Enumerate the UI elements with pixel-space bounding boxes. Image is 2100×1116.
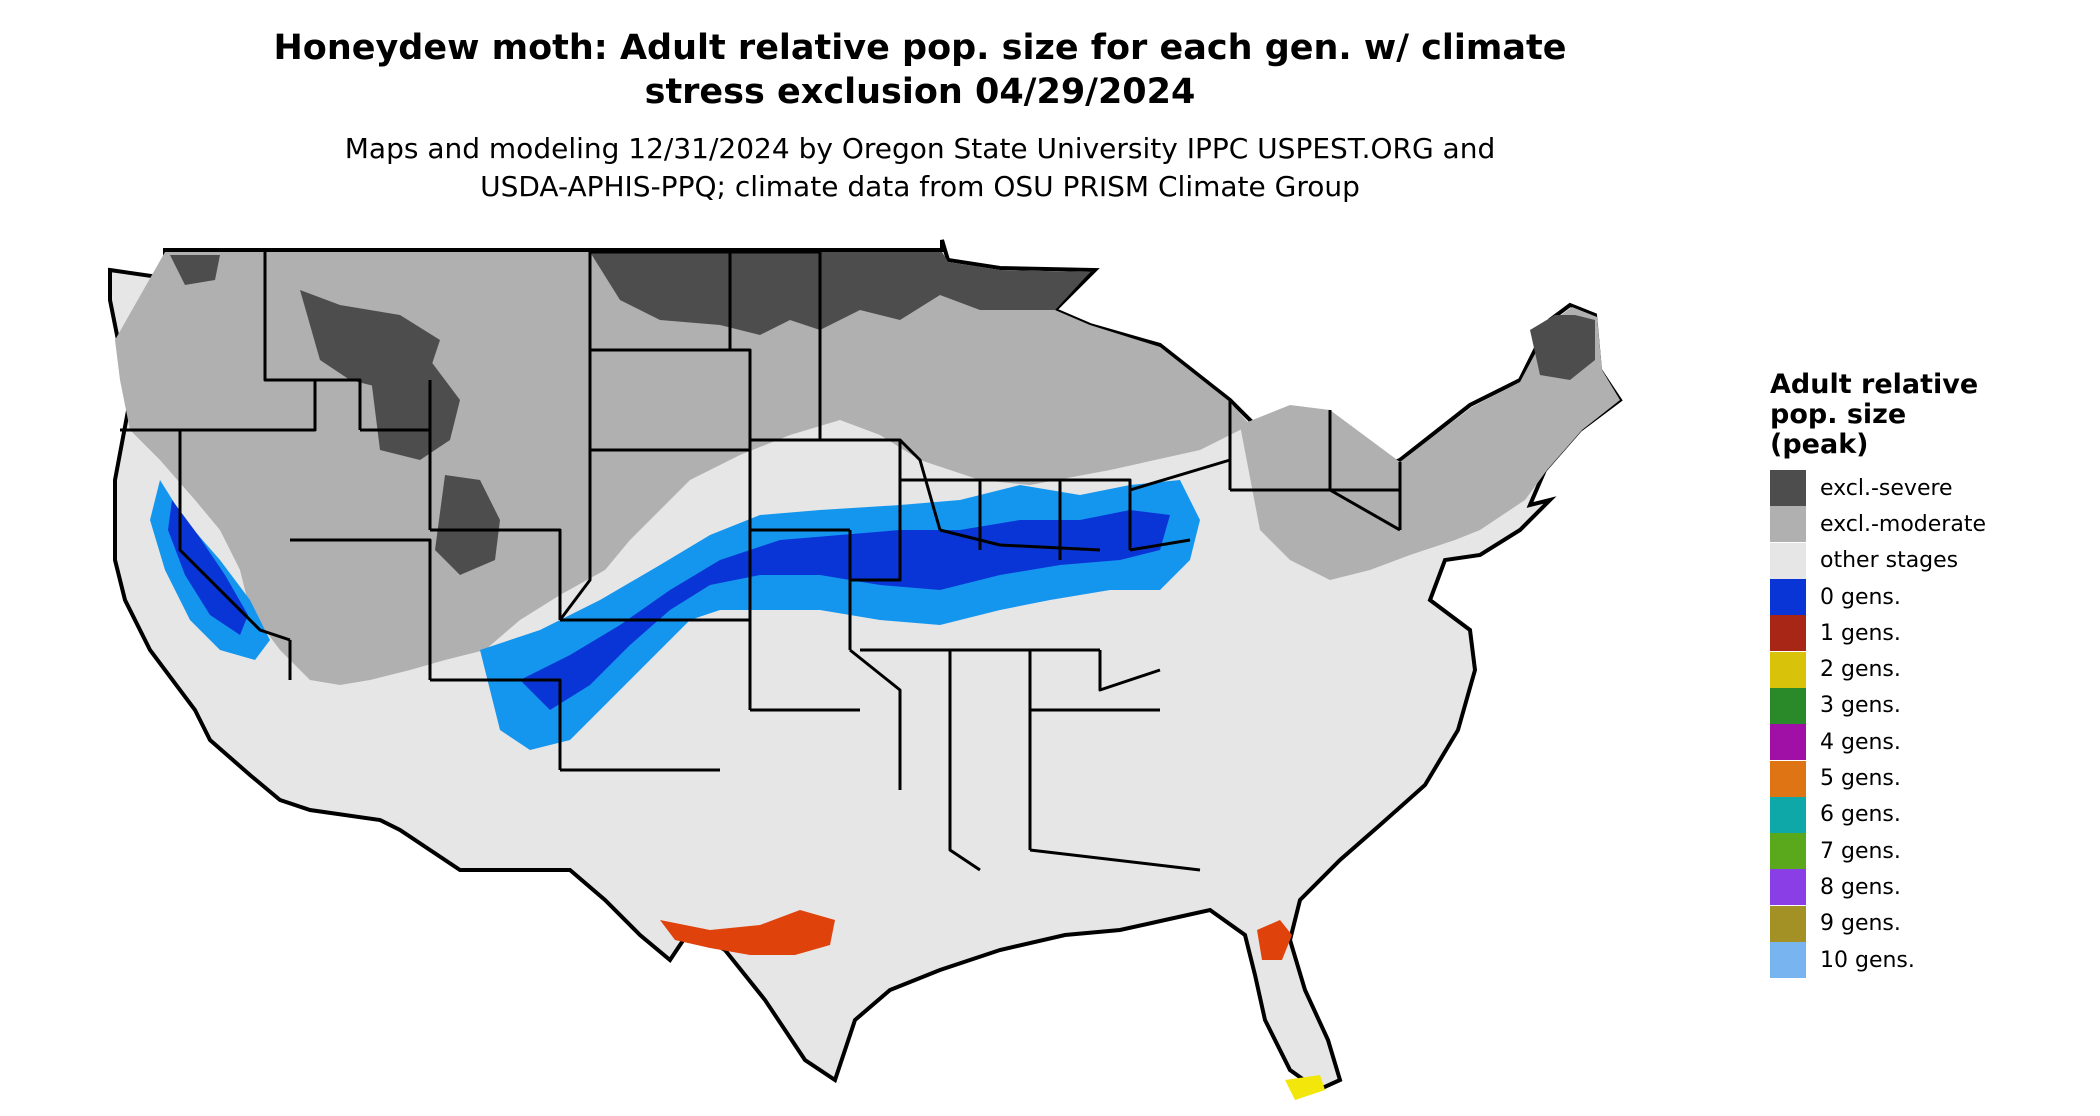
legend-items: excl.-severe excl.-moderate other stages 0 …	[1770, 470, 2070, 978]
legend-label: 6 gens.	[1820, 802, 1901, 828]
legend-swatch	[1770, 869, 1806, 906]
excl-severe-washington	[170, 255, 220, 285]
legend-item: 3 gens.	[1770, 687, 2070, 724]
legend-swatch	[1770, 651, 1806, 688]
legend-label: 5 gens.	[1820, 766, 1901, 792]
legend-swatch	[1770, 905, 1806, 942]
legend-item: other stages	[1770, 542, 2070, 579]
legend-item: excl.-moderate	[1770, 506, 2070, 543]
gen-red-texas	[660, 910, 835, 955]
legend-swatch	[1770, 724, 1806, 761]
legend-item: 4 gens.	[1770, 724, 2070, 761]
legend-label: 0 gens.	[1820, 584, 1901, 610]
legend-item: 0 gens.	[1770, 579, 2070, 616]
excl-severe-north	[590, 252, 1090, 335]
map-title: Honeydew moth: Adult relative pop. size …	[120, 26, 1720, 114]
legend-swatch	[1770, 579, 1806, 616]
legend-swatch	[1770, 796, 1806, 833]
legend-swatch	[1770, 615, 1806, 652]
legend-item: 7 gens.	[1770, 833, 2070, 870]
legend-item: 2 gens.	[1770, 651, 2070, 688]
legend-swatch	[1770, 506, 1806, 543]
legend-title: Adult relative pop. size (peak)	[1770, 370, 2070, 460]
excl-severe-maine	[1530, 315, 1595, 380]
legend-item: 9 gens.	[1770, 905, 2070, 942]
map-subtitle: Maps and modeling 12/31/2024 by Oregon S…	[120, 130, 1720, 206]
legend-swatch	[1770, 833, 1806, 870]
legend-item: 1 gens.	[1770, 615, 2070, 652]
excl-severe-wyoming	[370, 360, 460, 460]
subtitle-line-2: USDA-APHIS-PPQ; climate data from OSU PR…	[480, 170, 1360, 203]
legend-title-line-2: pop. size	[1770, 399, 1907, 430]
legend-label: 3 gens.	[1820, 693, 1901, 719]
us-map	[108, 239, 1623, 1100]
legend-label: 7 gens.	[1820, 838, 1901, 864]
state-borders	[120, 250, 1402, 872]
gen-yellow-keys	[1285, 1075, 1325, 1100]
legend-swatch	[1770, 942, 1806, 978]
excl-severe-colorado	[435, 475, 500, 575]
excl-moderate-northeast	[1240, 307, 1620, 580]
legend-label: excl.-severe	[1820, 475, 1953, 501]
legend-label: 1 gens.	[1820, 620, 1901, 646]
title-line-1: Honeydew moth: Adult relative pop. size …	[273, 28, 1567, 68]
legend-label: 8 gens.	[1820, 874, 1901, 900]
subtitle-line-1: Maps and modeling 12/31/2024 by Oregon S…	[344, 132, 1496, 165]
legend-label: 4 gens.	[1820, 729, 1901, 755]
title-line-2: stress exclusion 04/29/2024	[644, 72, 1196, 112]
gen-red-florida	[1257, 920, 1292, 960]
legend-item: excl.-severe	[1770, 470, 2070, 507]
legend-swatch	[1770, 687, 1806, 724]
legend-title-line-1: Adult relative	[1770, 369, 1979, 400]
zero-gen-dark-band	[520, 510, 1170, 710]
legend-swatch	[1770, 542, 1806, 579]
legend-item: 6 gens.	[1770, 796, 2070, 833]
legend-label: 9 gens.	[1820, 911, 1901, 937]
legend-label: 2 gens.	[1820, 657, 1901, 683]
legend-label: other stages	[1820, 548, 1959, 574]
legend-label: 10 gens.	[1820, 947, 1915, 973]
legend-item: 10 gens.	[1770, 942, 2070, 978]
map-legend: Adult relative pop. size (peak) excl.-se…	[1770, 370, 2070, 978]
zero-gen-california-dark	[168, 500, 248, 635]
legend-title-line-3: (peak)	[1770, 429, 1869, 460]
legend-item: 5 gens.	[1770, 760, 2070, 797]
legend-swatch	[1770, 760, 1806, 797]
legend-item: 8 gens.	[1770, 869, 2070, 906]
legend-swatch	[1770, 470, 1806, 507]
legend-label: excl.-moderate	[1820, 511, 1986, 537]
